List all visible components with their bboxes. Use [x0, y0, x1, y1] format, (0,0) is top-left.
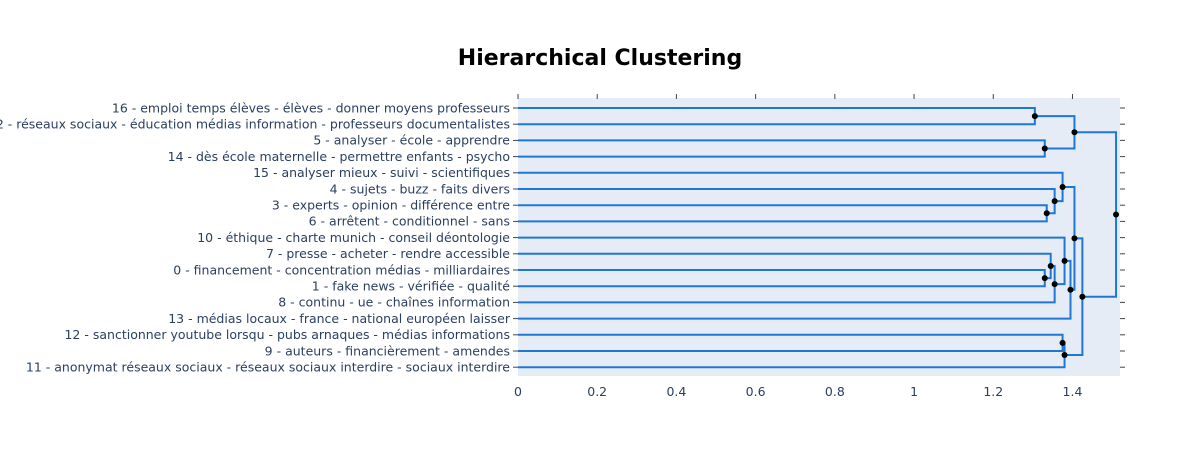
- leaf-label: 3 - experts - opinion - différence entre: [272, 198, 510, 213]
- merge-node: [1071, 129, 1078, 136]
- right-axis-ticks: [1120, 107, 1125, 368]
- leaf-label: 8 - continu - ue - chaînes information: [278, 295, 510, 310]
- leaf-label: 4 - sujets - buzz - faits divers: [330, 181, 510, 196]
- merge-node: [1061, 257, 1068, 264]
- merge-node: [1071, 235, 1078, 242]
- merge-node: [1041, 145, 1048, 152]
- merge-node: [1051, 281, 1058, 288]
- leaf-label: 12 - sanctionner youtube lorsqu - pubs a…: [64, 327, 510, 342]
- merge-node: [1113, 211, 1120, 218]
- leaf-label: 11 - anonymat réseaux sociaux - réseaux …: [26, 360, 510, 375]
- x-tick-label: 1.4: [1063, 384, 1083, 399]
- x-tick-label: 1.2: [983, 384, 1003, 399]
- merge-node: [1041, 275, 1048, 282]
- chart-title: Hierarchical Clustering: [458, 46, 742, 71]
- x-tick-label: 0.6: [746, 384, 766, 399]
- merge-nodes: [1031, 113, 1120, 359]
- leaf-label: 5 - analyser - école - apprendre: [313, 133, 510, 148]
- leaf-label: 7 - presse - acheter - rendre accessible: [266, 246, 510, 261]
- merge-node: [1059, 183, 1066, 190]
- merge-node: [1043, 210, 1050, 217]
- leaf-label: 1 - fake news - vérifiée - qualité: [312, 279, 511, 294]
- leaf-label: 9 - auteurs - financièrement - amendes: [265, 343, 510, 358]
- merge-node: [1067, 286, 1074, 293]
- leaf-label: 13 - médias locaux - france - national e…: [168, 311, 511, 326]
- merge-node: [1031, 113, 1038, 120]
- merge-node: [1047, 262, 1054, 269]
- merge-node: [1059, 339, 1066, 346]
- x-tick-label: 0.8: [825, 384, 845, 399]
- leaf-labels: 16 - emploi temps élèves - élèves - donn…: [0, 100, 511, 374]
- merge-node: [1079, 293, 1086, 300]
- leaf-label: 14 - dès école maternelle - permettre en…: [168, 149, 510, 164]
- leaf-label: 10 - éthique - charte munich - conseil d…: [197, 230, 510, 245]
- top-axis-ticks: [517, 94, 1073, 99]
- leaf-label: 2 - réseaux sociaux - éducation médias i…: [0, 117, 510, 132]
- leaf-label: 16 - emploi temps élèves - élèves - donn…: [112, 100, 510, 115]
- x-tick-label: 0: [514, 384, 522, 399]
- merge-node: [1051, 198, 1058, 205]
- merge-node: [1061, 352, 1068, 359]
- leaf-label: 0 - financement - concentration médias -…: [173, 262, 510, 277]
- leaf-label: 15 - analyser mieux - suivi - scientifiq…: [253, 165, 510, 180]
- x-tick-label: 1: [910, 384, 918, 399]
- leaf-label: 6 - arrêtent - conditionnel - sans: [309, 214, 510, 229]
- x-tick-label: 0.2: [587, 384, 607, 399]
- left-axis-ticks: [513, 107, 518, 368]
- x-axis: 0 0.2 0.4 0.6 0.8 1 1.2 1.4: [514, 384, 1082, 399]
- x-tick-label: 0.4: [666, 384, 686, 399]
